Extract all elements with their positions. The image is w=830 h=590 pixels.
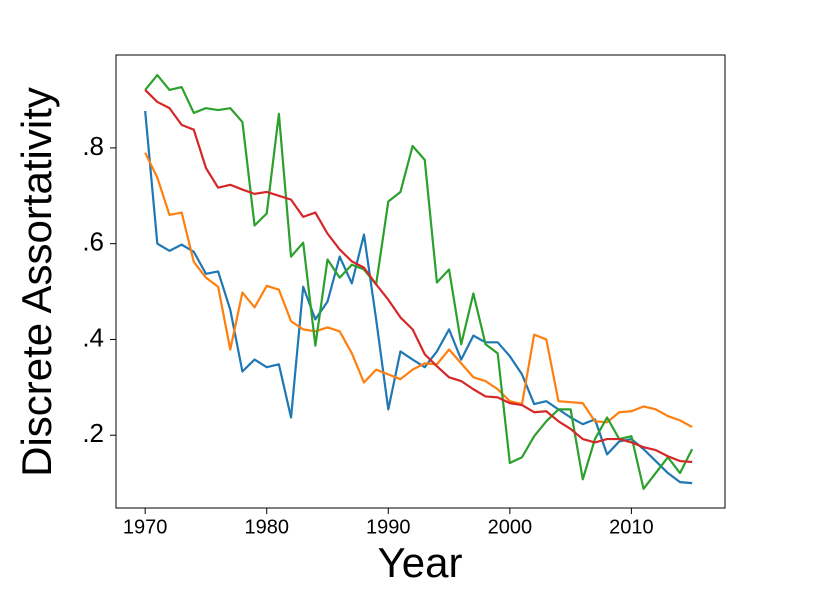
x-axis-label: Year [378,539,463,586]
x-tick-label: 1990 [366,516,411,538]
plot-frame [115,54,726,509]
y-axis-label: Discrete Assortativity [13,87,60,477]
y-tick-label: .2 [82,418,104,448]
y-tick-label: .4 [82,322,104,352]
y-tick-label: .8 [82,131,104,161]
series-line [144,152,693,429]
x-tick-label: 2010 [609,516,654,538]
x-tick-label: 1970 [123,516,168,538]
series-line [144,89,693,464]
x-tick-label: 2000 [488,516,533,538]
y-tick-label: .6 [82,227,104,257]
series-line [144,110,693,485]
x-tick-label: 1980 [244,516,289,538]
series-line [144,74,694,490]
